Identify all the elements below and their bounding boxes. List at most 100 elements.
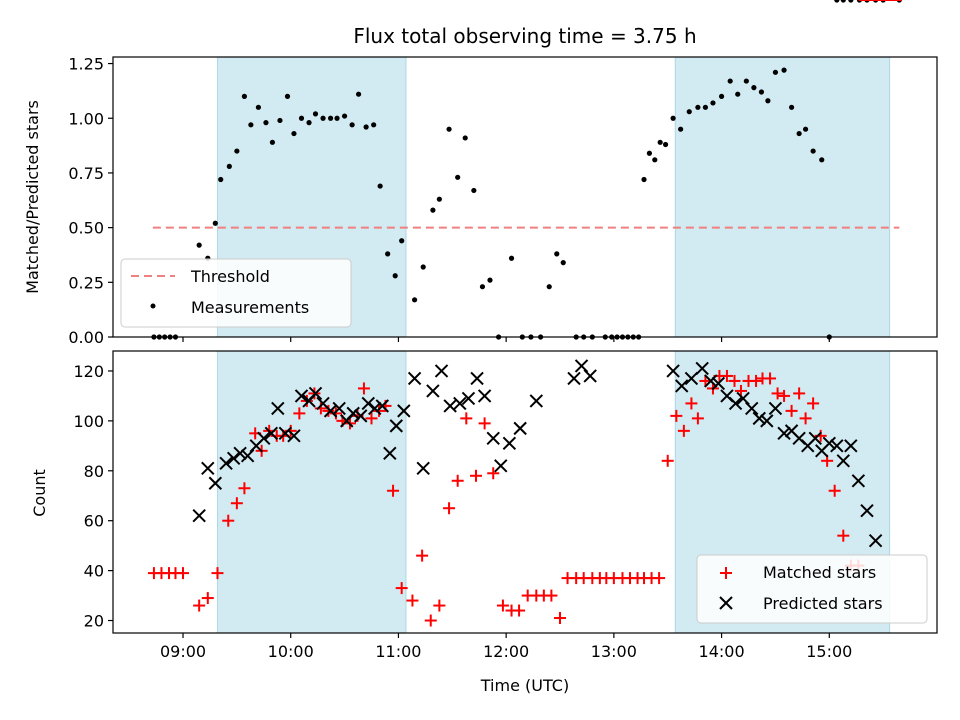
measurement-point bbox=[508, 255, 515, 261]
matched-star-point bbox=[764, 372, 777, 385]
predicted-star-point bbox=[361, 396, 375, 411]
predicted-star-point bbox=[695, 361, 709, 376]
top-ytick-label: 0.50 bbox=[68, 219, 104, 238]
predicted-star-point bbox=[529, 394, 544, 408]
x-tick-label: 15:00 bbox=[806, 642, 852, 661]
predicted-star-point bbox=[513, 421, 527, 436]
top-ytick-label: 0.25 bbox=[68, 273, 104, 292]
matched-star-point bbox=[837, 529, 850, 542]
measurement-point bbox=[765, 98, 771, 104]
measurement-point bbox=[670, 115, 676, 121]
matched-star-point bbox=[771, 387, 784, 400]
bottom-ytick-label: 20 bbox=[84, 612, 104, 631]
predicted-star-point bbox=[201, 461, 215, 475]
predicted-star-point bbox=[494, 459, 508, 473]
measurement-point bbox=[848, 0, 854, 3]
measurement-point bbox=[695, 104, 701, 110]
predicted-star-point bbox=[416, 461, 430, 475]
predicted-star-point bbox=[323, 404, 338, 418]
matched-star-point bbox=[496, 599, 509, 612]
bottom-ylabel: Count bbox=[30, 469, 49, 517]
predicted-star-point bbox=[426, 384, 440, 398]
measurement-point bbox=[657, 139, 663, 145]
bottom-panel: 20 40 60 80 100 120 09:00 10:00 11:00 12:00 13:00… bbox=[30, 0, 938, 695]
matched-star-point bbox=[750, 374, 763, 387]
measurement-point bbox=[334, 115, 340, 121]
measurement-point bbox=[810, 148, 816, 154]
matched-star-point bbox=[685, 397, 698, 410]
chart-title: Flux total observing time = 3.75 h bbox=[353, 24, 696, 48]
predicted-star-point bbox=[383, 446, 397, 461]
bottom-ytick-label: 40 bbox=[84, 562, 104, 581]
predicted-star-point bbox=[375, 399, 389, 413]
matched-star-point bbox=[469, 469, 482, 482]
predicted-star-point bbox=[226, 451, 241, 466]
measurement-point bbox=[298, 115, 305, 121]
legend-matched-marker bbox=[720, 567, 732, 579]
predicted-star-point bbox=[287, 429, 301, 443]
measurement-point bbox=[196, 242, 202, 248]
top-legend: Threshold Measurements bbox=[120, 258, 352, 328]
measurement-point bbox=[320, 115, 326, 121]
matched-star-point bbox=[373, 404, 386, 417]
measurement-point bbox=[819, 157, 825, 163]
predicted-star-point bbox=[453, 396, 467, 411]
predicted-star-point bbox=[461, 391, 476, 406]
legend-measurements-label: Measurements bbox=[191, 298, 309, 317]
x-tick-label: 12:00 bbox=[483, 642, 529, 661]
predicted-star-point bbox=[257, 431, 271, 446]
predicted-star-point bbox=[844, 439, 858, 453]
matched-star-point bbox=[778, 389, 791, 402]
matched-star-point bbox=[661, 454, 674, 467]
predicted-star-point bbox=[264, 426, 279, 441]
matched-star-point bbox=[211, 567, 224, 580]
predicted-star-point bbox=[760, 414, 774, 428]
measurement-point bbox=[377, 183, 383, 189]
legend-predicted-marker bbox=[719, 596, 733, 610]
measurement-point bbox=[802, 126, 809, 132]
bottom-legend: Matched stars Predicted stars bbox=[696, 554, 928, 624]
matched-star-point bbox=[201, 592, 214, 605]
matched-star-point bbox=[691, 412, 704, 425]
top-ytick-label: 1.25 bbox=[68, 55, 104, 74]
measurement-point bbox=[446, 126, 452, 132]
measurement-point bbox=[560, 260, 566, 266]
measurement-point bbox=[284, 93, 291, 99]
x-tick-label: 10:00 bbox=[268, 642, 314, 661]
matched-star-point bbox=[554, 612, 567, 625]
measurement-point bbox=[269, 139, 276, 145]
matched-star-point bbox=[799, 412, 812, 425]
measurement-point bbox=[471, 187, 477, 194]
x-axis-label: Time (UTC) bbox=[480, 676, 569, 695]
measurement-point bbox=[702, 104, 709, 110]
measurement-point bbox=[554, 251, 560, 257]
predicted-star-point bbox=[745, 401, 759, 416]
measurement-point bbox=[743, 78, 749, 84]
predicted-star-point bbox=[728, 396, 743, 411]
predicted-star-point bbox=[208, 476, 223, 490]
top-ytick-label: 0.75 bbox=[68, 164, 104, 183]
measurement-point bbox=[788, 104, 795, 110]
x-tick-label: 09:00 bbox=[160, 642, 206, 661]
predicted-star-point bbox=[308, 386, 323, 401]
matched-star-point bbox=[828, 484, 841, 497]
predicted-star-point bbox=[346, 406, 360, 421]
predicted-star-point bbox=[271, 401, 285, 416]
predicted-star-point bbox=[486, 431, 500, 446]
measurement-point bbox=[781, 67, 787, 73]
matched-star-point bbox=[451, 474, 464, 487]
predicted-star-point bbox=[777, 426, 791, 441]
predicted-star-point bbox=[192, 509, 206, 523]
matched-star-point bbox=[785, 404, 798, 417]
measurement-point bbox=[718, 93, 725, 99]
measurement-point bbox=[248, 122, 254, 128]
matched-star-point bbox=[728, 374, 741, 387]
predicted-star-point bbox=[711, 376, 726, 391]
measurement-point bbox=[840, 0, 846, 3]
predicted-star-point bbox=[851, 474, 866, 488]
measurement-point bbox=[234, 148, 240, 154]
matched-star-point bbox=[670, 409, 683, 422]
bottom-ytick-label: 60 bbox=[84, 512, 104, 531]
matched-star-point bbox=[177, 567, 190, 580]
